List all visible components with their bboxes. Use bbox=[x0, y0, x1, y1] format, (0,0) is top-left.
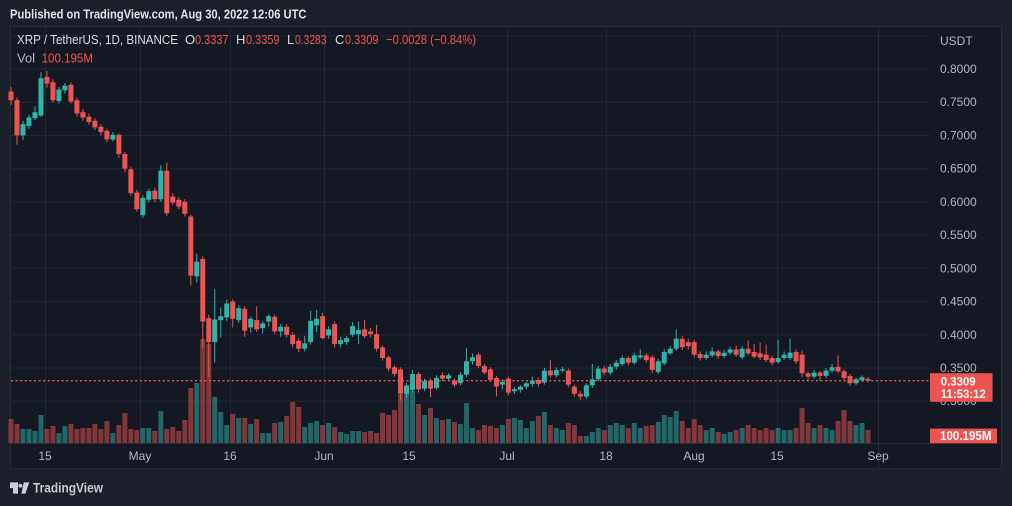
svg-text:Aug: Aug bbox=[683, 449, 704, 463]
svg-text:18: 18 bbox=[599, 449, 613, 463]
svg-text:Jul: Jul bbox=[499, 449, 514, 463]
svg-text:15: 15 bbox=[770, 449, 784, 463]
svg-text:15: 15 bbox=[402, 449, 416, 463]
svg-text:C: C bbox=[335, 32, 344, 47]
svg-text:0.6500: 0.6500 bbox=[940, 162, 977, 176]
svg-text:O: O bbox=[185, 32, 195, 47]
svg-text:−0.0028 (−0.84%): −0.0028 (−0.84%) bbox=[386, 32, 476, 47]
svg-text:0.8000: 0.8000 bbox=[940, 62, 977, 76]
svg-text:TradingView: TradingView bbox=[33, 481, 103, 496]
svg-text:0.7000: 0.7000 bbox=[940, 128, 977, 142]
svg-text:0.3500: 0.3500 bbox=[940, 361, 977, 375]
svg-text:May: May bbox=[129, 449, 152, 463]
svg-text:Vol: Vol bbox=[17, 51, 35, 66]
svg-text:Jun: Jun bbox=[314, 449, 333, 463]
svg-text:100.195M: 100.195M bbox=[42, 51, 93, 66]
svg-text:L: L bbox=[287, 32, 294, 47]
svg-text:Published on TradingView.com,: Published on TradingView.com, Aug 30, 20… bbox=[10, 7, 307, 22]
svg-text:15: 15 bbox=[38, 449, 52, 463]
svg-text:0.7500: 0.7500 bbox=[940, 95, 977, 109]
svg-text:100.195M: 100.195M bbox=[940, 429, 992, 443]
svg-text:USDT: USDT bbox=[940, 34, 973, 48]
svg-text:H: H bbox=[236, 32, 245, 47]
svg-text:0.3309: 0.3309 bbox=[941, 375, 976, 389]
svg-text:0.6000: 0.6000 bbox=[940, 195, 977, 209]
svg-text:0.4000: 0.4000 bbox=[940, 328, 977, 342]
svg-text:0.5500: 0.5500 bbox=[940, 228, 977, 242]
svg-text:11:53:12: 11:53:12 bbox=[941, 387, 986, 401]
svg-text:16: 16 bbox=[223, 449, 237, 463]
svg-text:Sep: Sep bbox=[867, 449, 889, 463]
svg-text:0.3283: 0.3283 bbox=[295, 32, 327, 47]
svg-text:0.3359: 0.3359 bbox=[246, 32, 280, 47]
svg-text:0.3337: 0.3337 bbox=[195, 32, 229, 47]
svg-text:XRP / TetherUS, 1D, BINANCE: XRP / TetherUS, 1D, BINANCE bbox=[17, 32, 178, 47]
svg-text:0.4500: 0.4500 bbox=[940, 295, 977, 309]
svg-text:0.5000: 0.5000 bbox=[940, 261, 977, 275]
svg-text:0.3309: 0.3309 bbox=[345, 32, 379, 47]
